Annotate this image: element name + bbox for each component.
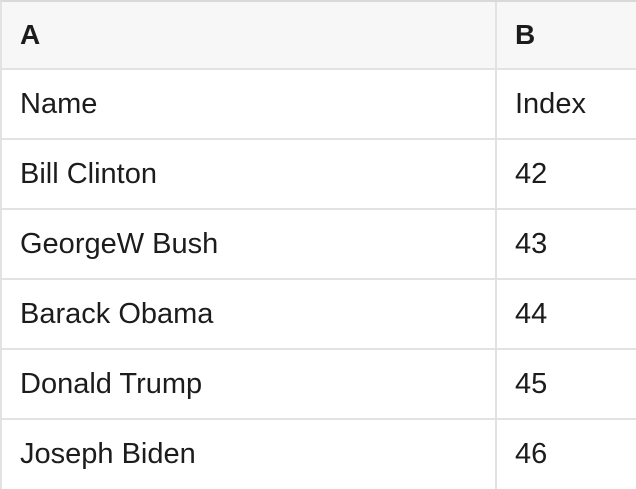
cell-a6-name[interactable]: Joseph Biden — [2, 420, 497, 489]
table-row: GeorgeW Bush 43 — [2, 210, 636, 280]
cell-b5-index[interactable]: 45 — [497, 350, 636, 420]
column-header-b[interactable]: B — [497, 2, 636, 70]
table-row: Donald Trump 45 — [2, 350, 636, 420]
table-row: Barack Obama 44 — [2, 280, 636, 350]
column-header-a[interactable]: A — [2, 2, 497, 70]
cell-a5-name[interactable]: Donald Trump — [2, 350, 497, 420]
cell-a1-name[interactable]: Name — [2, 70, 497, 140]
cell-b2-index[interactable]: 42 — [497, 140, 636, 210]
cell-a2-name[interactable]: Bill Clinton — [2, 140, 497, 210]
table-row: Name Index — [2, 70, 636, 140]
cell-b1-index[interactable]: Index — [497, 70, 636, 140]
cell-a3-name[interactable]: GeorgeW Bush — [2, 210, 497, 280]
table-row: Bill Clinton 42 — [2, 140, 636, 210]
table-row: Joseph Biden 46 — [2, 420, 636, 489]
cell-b4-index[interactable]: 44 — [497, 280, 636, 350]
column-header-row: A B — [2, 2, 636, 70]
cell-b3-index[interactable]: 43 — [497, 210, 636, 280]
cell-b6-index[interactable]: 46 — [497, 420, 636, 489]
cell-a4-name[interactable]: Barack Obama — [2, 280, 497, 350]
